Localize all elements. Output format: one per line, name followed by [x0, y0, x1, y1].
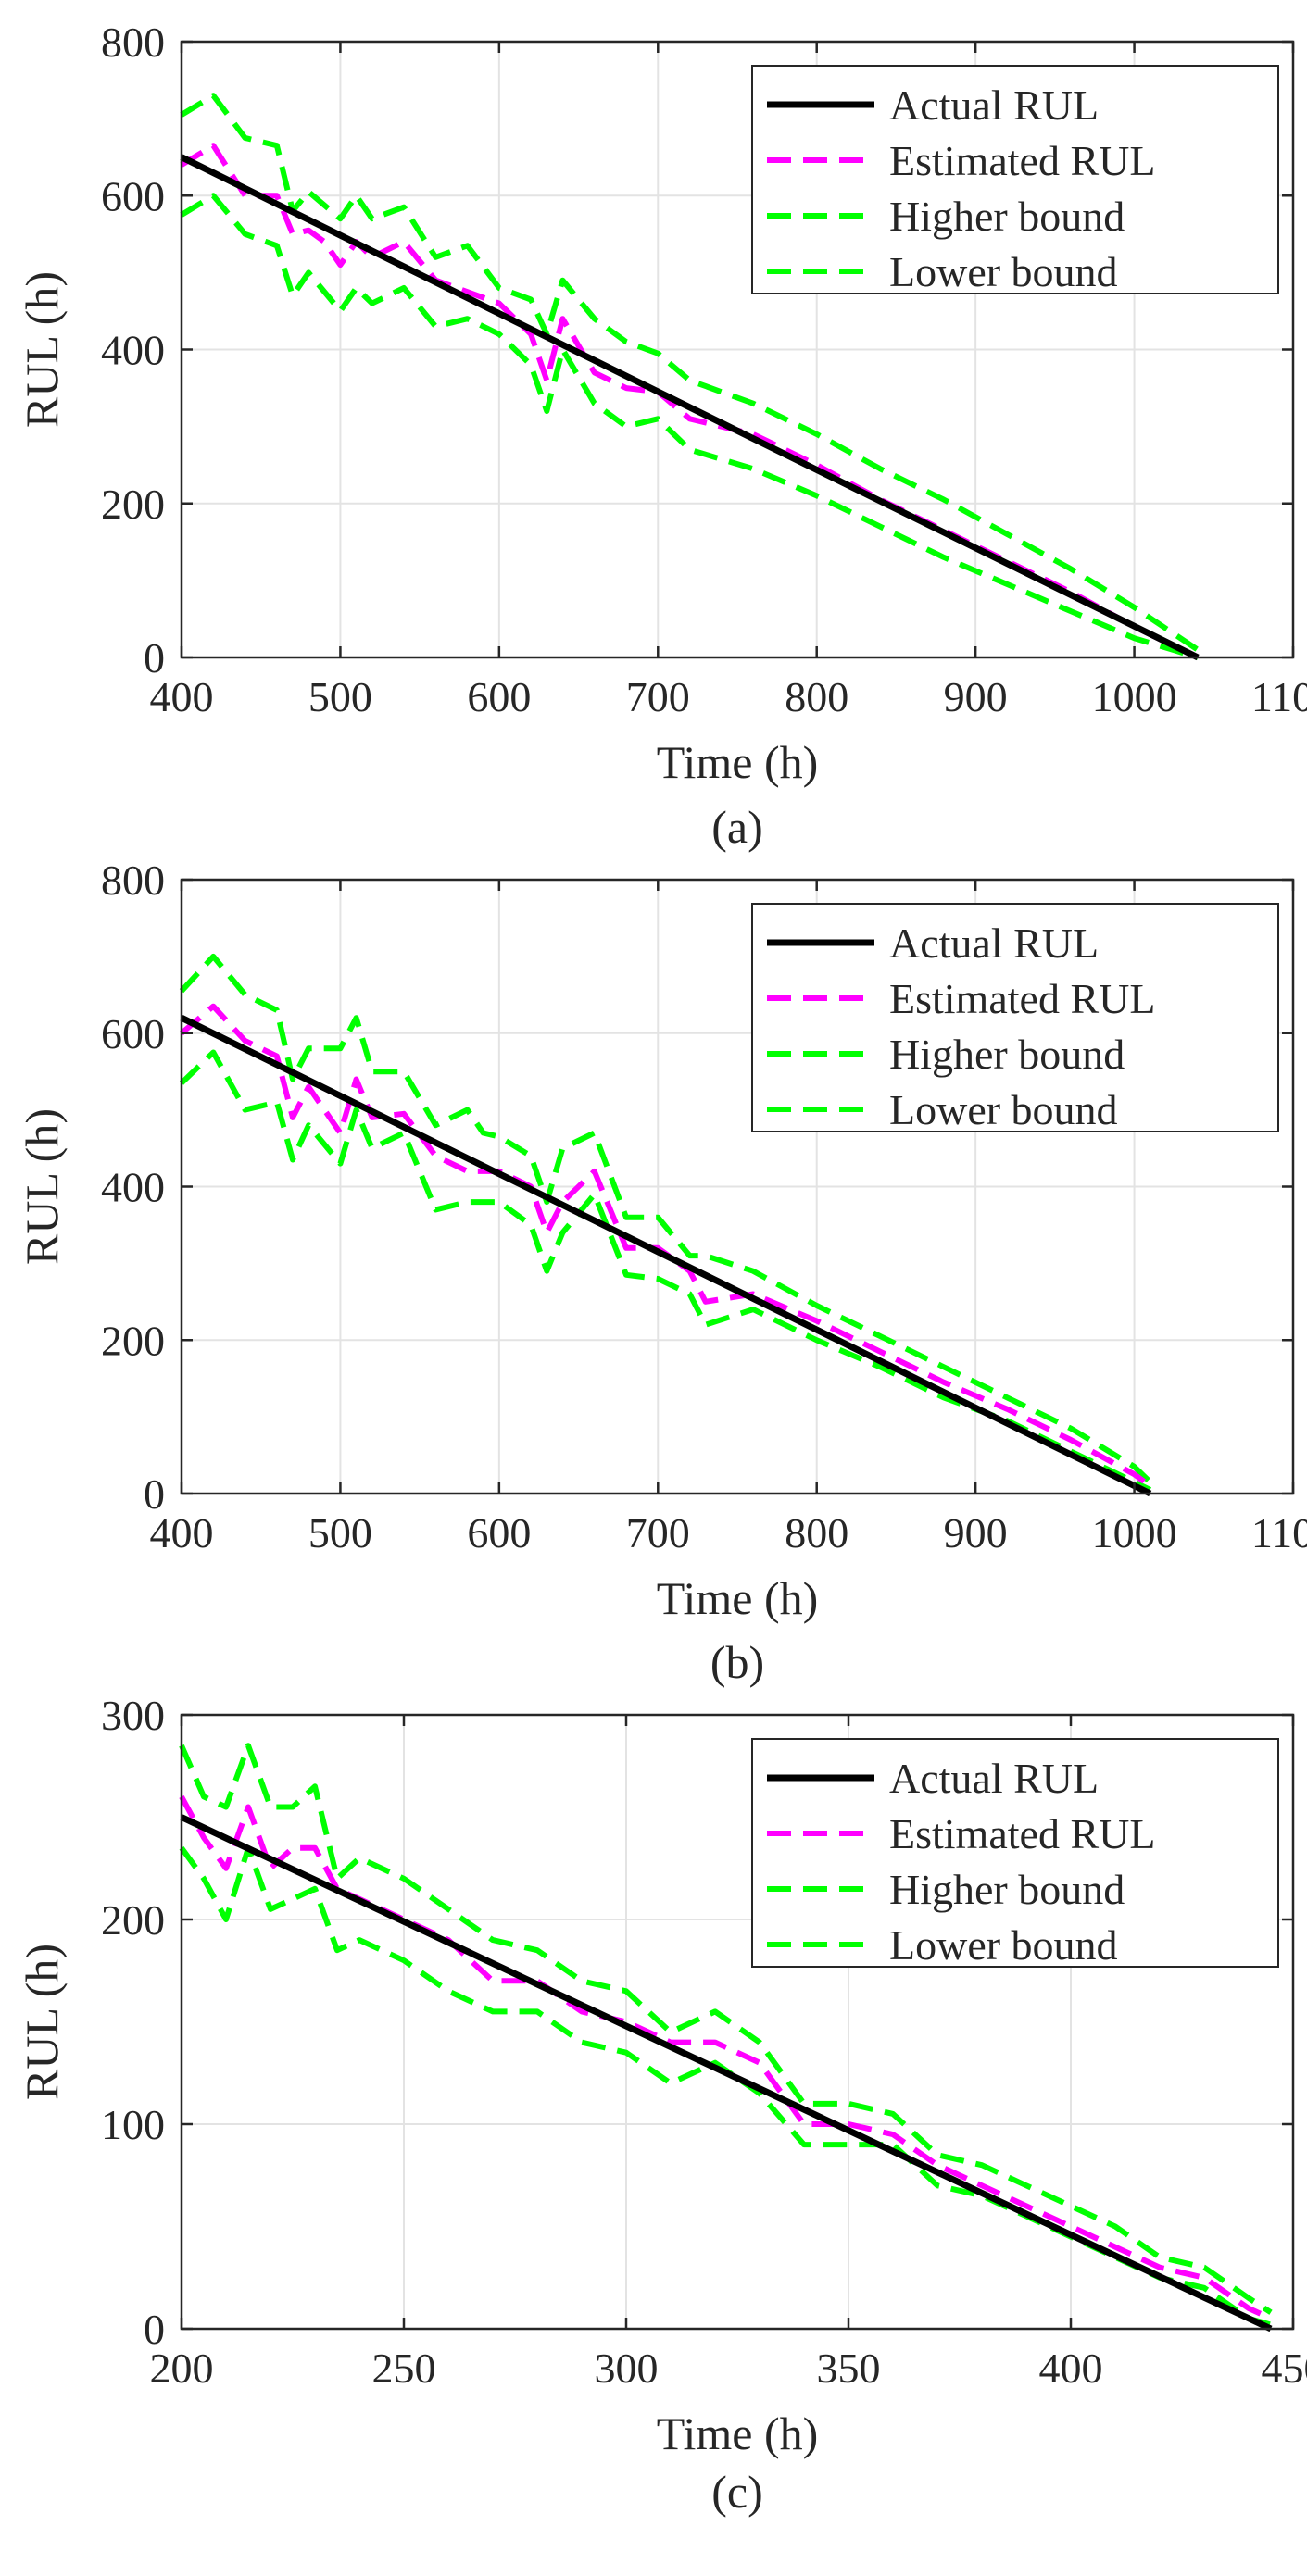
series-line-higher-bound — [179, 953, 1152, 1484]
legend-label-estimated-rul: Estimated RUL — [889, 975, 1155, 1022]
legend-label-lower-bound: Lower bound — [889, 1921, 1118, 1969]
y-tick-label: 200 — [101, 481, 165, 528]
legend-label-lower-bound: Lower bound — [889, 248, 1118, 295]
legend-label-actual-rul: Actual RUL — [889, 81, 1099, 129]
y-tick-label: 400 — [101, 1164, 165, 1211]
y-tick-label: 800 — [101, 19, 165, 66]
series-line-lower-bound — [180, 193, 1199, 660]
series-line-higher-bound — [179, 1743, 1273, 2315]
legend-label-higher-bound: Higher bound — [889, 1866, 1125, 1913]
legend-label-estimated-rul: Estimated RUL — [889, 1810, 1155, 1857]
y-tick-label: 200 — [101, 1317, 165, 1364]
x-axis-label: Time (h) — [657, 736, 819, 788]
legend-label-higher-bound: Higher bound — [889, 1031, 1125, 1078]
legend: Actual RUL Estimated RUL Higher bound Lower… — [751, 65, 1279, 295]
x-tick-label: 600 — [467, 1509, 531, 1557]
x-axis-label: Time (h) — [657, 2407, 819, 2459]
panel-caption: (a) — [711, 801, 763, 853]
legend-label-estimated-rul: Estimated RUL — [889, 137, 1155, 184]
x-axis-label: Time (h) — [657, 1572, 819, 1624]
legend-label-lower-bound: Lower bound — [889, 1086, 1118, 1133]
x-tick-label: 400 — [150, 1509, 214, 1557]
x-tick-label: 500 — [308, 1509, 372, 1557]
series-line-actual-rul — [180, 154, 1200, 661]
x-tick-label: 900 — [944, 673, 1008, 720]
y-tick-label: 600 — [101, 1010, 165, 1057]
y-axis-label: RUL (h) — [16, 1944, 68, 2100]
y-tick-label: 300 — [101, 1692, 165, 1739]
y-tick-label: 600 — [101, 172, 165, 219]
x-tick-label: 450 — [1262, 2345, 1307, 2392]
x-tick-label: 900 — [944, 1509, 1008, 1557]
x-tick-label: 350 — [817, 2345, 881, 2392]
x-tick-label: 800 — [785, 673, 848, 720]
legend-label-actual-rul: Actual RUL — [889, 919, 1099, 967]
x-tick-label: 800 — [785, 1509, 848, 1557]
x-tick-label: 200 — [150, 2345, 214, 2392]
y-tick-label: 0 — [144, 634, 165, 682]
y-tick-label: 0 — [144, 1470, 165, 1518]
y-tick-label: 200 — [101, 1896, 165, 1944]
y-tick-label: 0 — [144, 2306, 165, 2353]
series-line-lower-bound — [179, 1049, 1152, 1493]
x-tick-label: 400 — [150, 673, 214, 720]
series-line-lower-bound — [179, 1844, 1272, 2328]
x-tick-label: 1000 — [1092, 673, 1177, 720]
series-line-actual-rul — [180, 1015, 1152, 1497]
axes-box — [180, 1713, 1295, 2331]
panel-caption: (c) — [711, 2466, 763, 2518]
legend: Actual RUL Estimated RUL Higher bound Lower… — [751, 1738, 1279, 1969]
y-axis-label: RUL (h) — [16, 271, 68, 428]
legend: Actual RUL Estimated RUL Higher bound Lower… — [751, 903, 1279, 1133]
x-tick-label: 700 — [626, 1509, 690, 1557]
x-tick-label: 300 — [595, 2345, 659, 2392]
x-tick-label: 1000 — [1092, 1509, 1177, 1557]
x-tick-label: 250 — [372, 2345, 436, 2392]
series-line-estimated-rul — [180, 1003, 1152, 1489]
panel-caption: (b) — [710, 1636, 764, 1688]
x-tick-label: 600 — [467, 673, 531, 720]
series-line-actual-rul — [180, 1814, 1273, 2332]
y-tick-label: 400 — [101, 327, 165, 374]
y-axis-label: RUL (h) — [16, 1108, 68, 1265]
legend-label-actual-rul: Actual RUL — [889, 1755, 1099, 1802]
y-tick-label: 800 — [101, 857, 165, 904]
x-tick-label: 400 — [1039, 2345, 1103, 2392]
y-tick-label: 100 — [101, 2101, 165, 2148]
x-tick-label: 700 — [626, 673, 690, 720]
x-tick-label: 500 — [308, 673, 372, 720]
legend-label-higher-bound: Higher bound — [889, 193, 1125, 240]
chart-panel-c: 200 250 300 350 400 450 0 100 200 300 Time (h) RUL … — [16, 1692, 1307, 2518]
series-line-higher-bound — [180, 93, 1200, 653]
